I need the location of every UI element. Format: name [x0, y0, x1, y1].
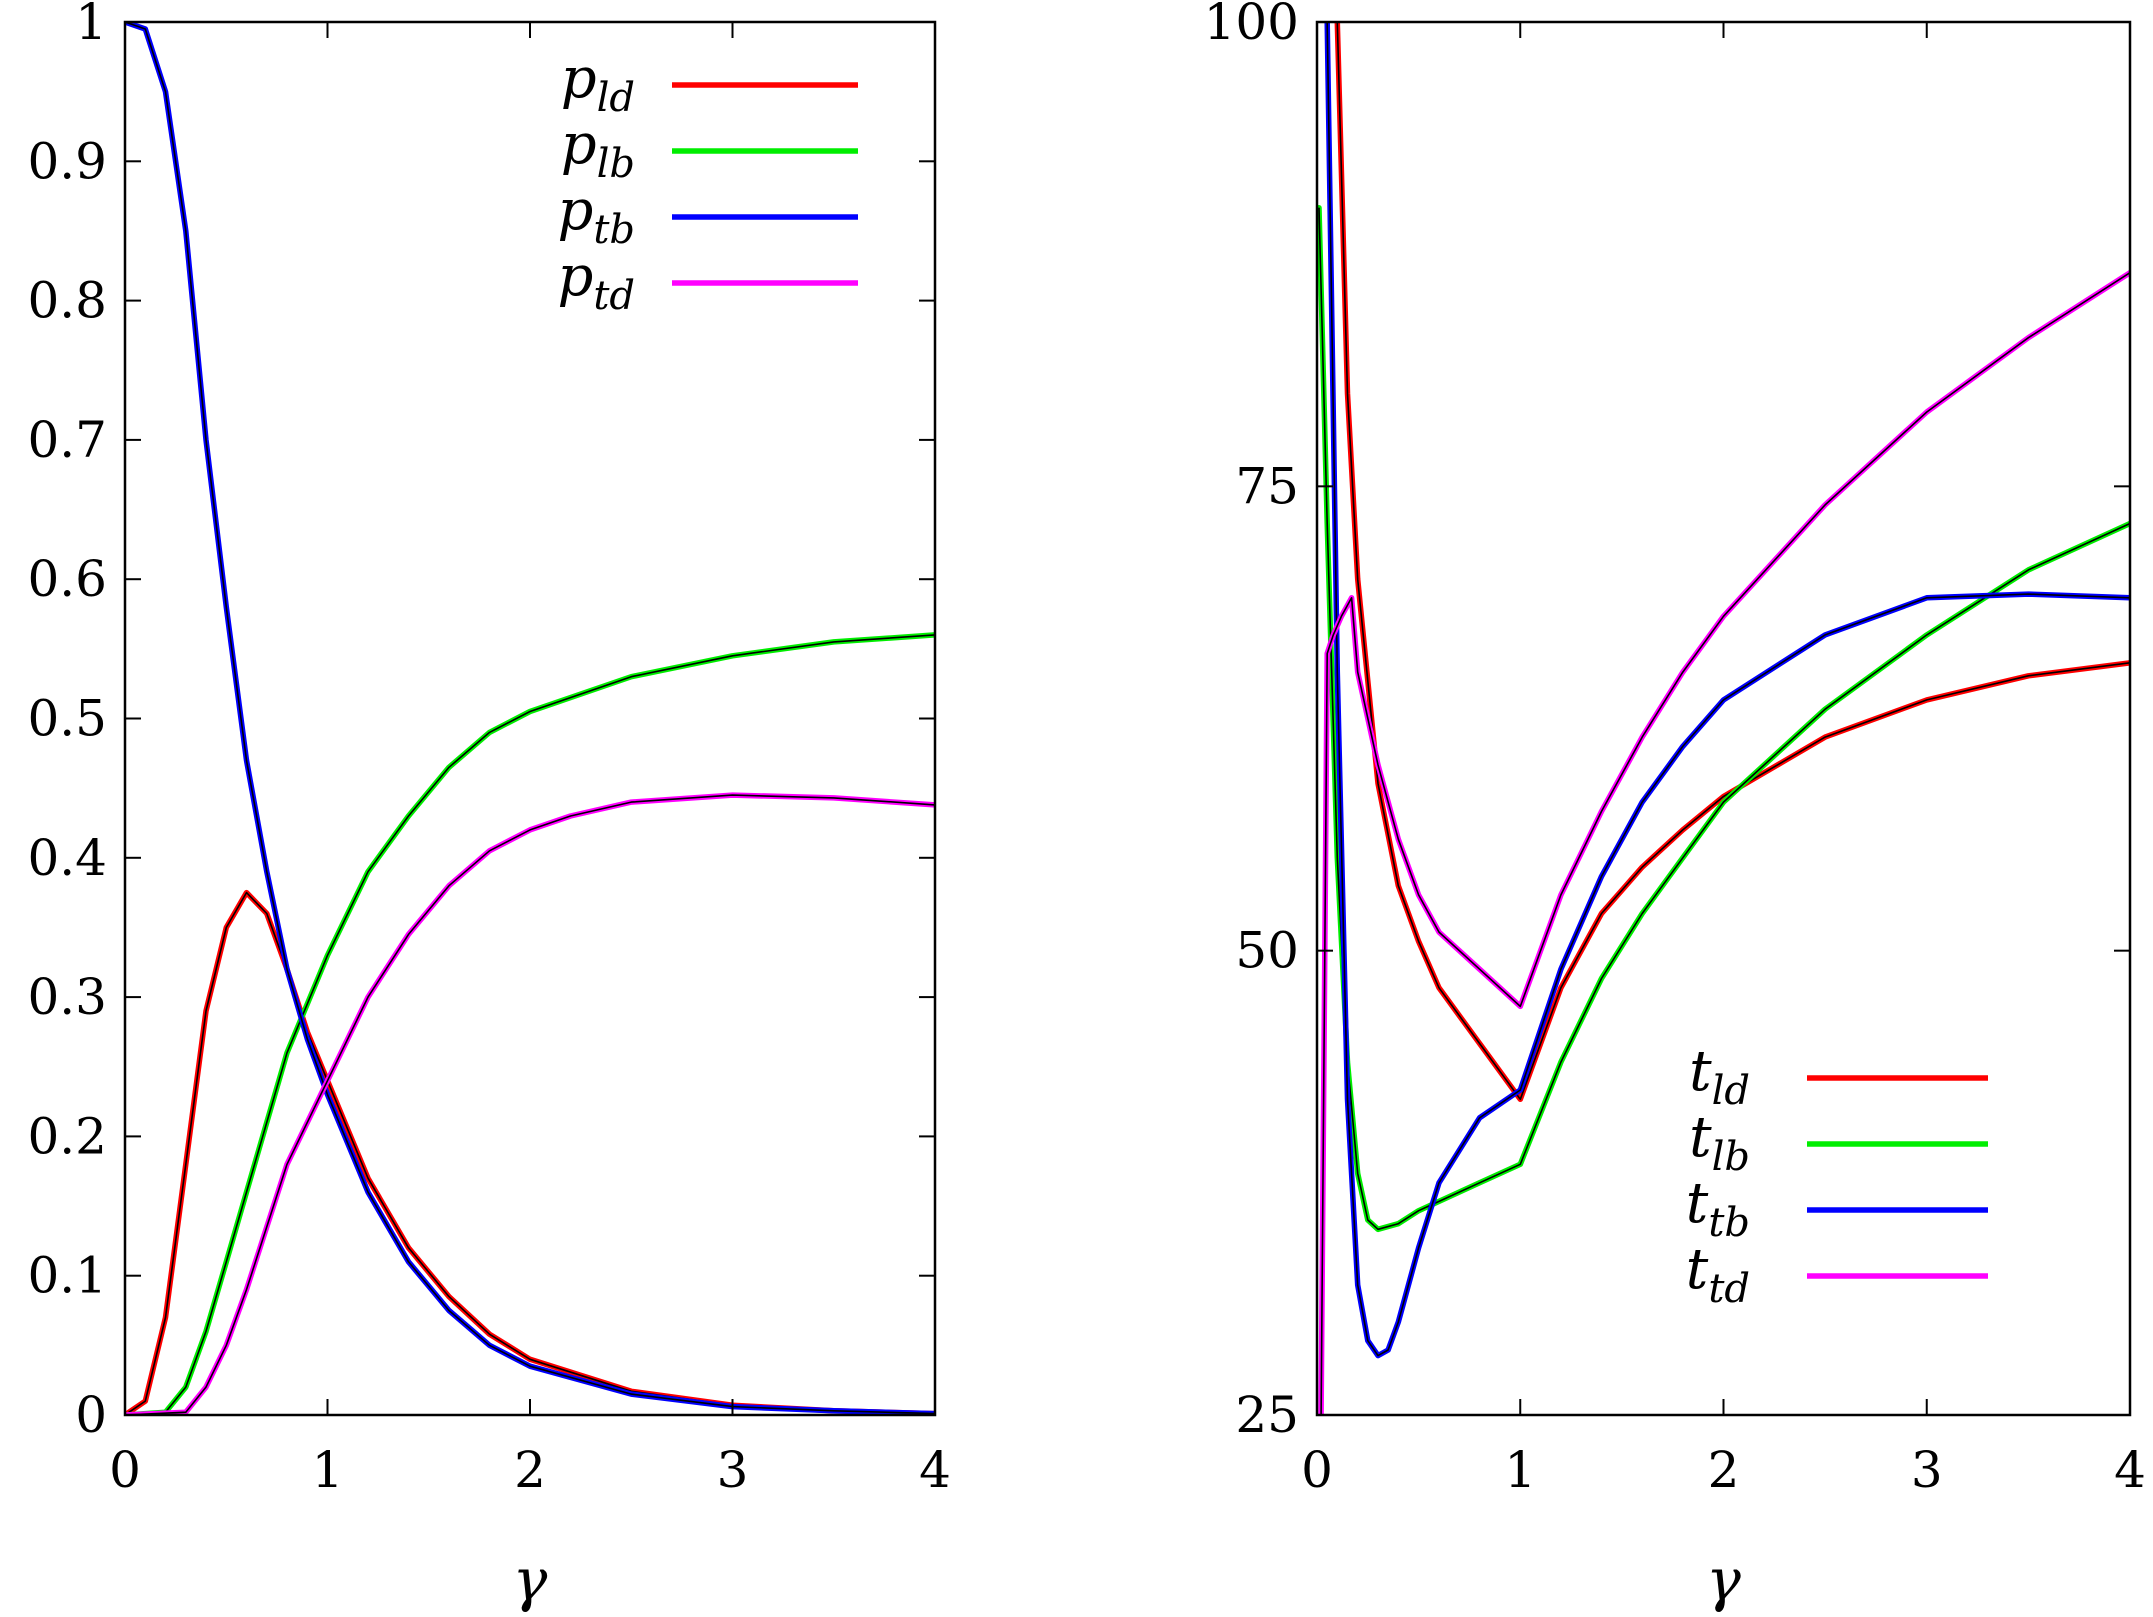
y-tick-label: 0.8 — [27, 272, 107, 330]
series-trace-t_lb — [1318, 207, 2130, 1231]
legend-label-p_lb: plb — [561, 112, 635, 187]
legend-label-main: p — [561, 112, 597, 177]
legend-label-t_td: ttd — [1686, 1237, 1750, 1312]
y-tick-label: 0.5 — [27, 690, 107, 748]
legend-label-t_lb: tlb — [1689, 1105, 1750, 1180]
legend-label-sub: lb — [597, 141, 635, 187]
legend-label-t_tb: ttb — [1686, 1171, 1750, 1246]
y-tick-label: 25 — [1235, 1386, 1299, 1444]
series-group — [125, 22, 935, 1415]
y-tick-label: 0.3 — [27, 968, 107, 1026]
series-group — [1317, 22, 2130, 1415]
series-trace-p_lb — [125, 634, 935, 1415]
y-tick-label: 0.7 — [27, 411, 107, 469]
legend-label-sub: td — [593, 273, 635, 319]
series-trace-t_td — [1320, 272, 2130, 1415]
probability-panel: 0 1 2 3 400.10.20.30.40.50.60.70.80.91γpldpl… — [27, 0, 950, 1614]
legend-label-main: t — [1689, 1039, 1712, 1104]
y-tick-label: 0.4 — [27, 829, 107, 887]
x-tick-label: 1 — [1504, 1441, 1536, 1499]
series-trace-p_ld — [125, 891, 935, 1415]
x-tick-label: 3 — [1911, 1441, 1943, 1499]
x-tick-label: 4 — [2114, 1441, 2146, 1499]
x-axis-title: γ — [1706, 1546, 1741, 1614]
y-tick-label: 1 — [75, 0, 107, 51]
y-tick-label: 0.2 — [27, 1107, 107, 1165]
y-tick-label: 50 — [1235, 922, 1299, 980]
series-trace-p_td — [125, 794, 935, 1415]
y-tick-label: 0.9 — [27, 132, 107, 190]
y-tick-label: 75 — [1235, 457, 1299, 515]
x-tick-label: 2 — [514, 1441, 546, 1499]
legend-label-sub: lb — [1712, 1134, 1750, 1180]
x-tick-label: 0 — [109, 1441, 141, 1499]
y-tick-label: 0.1 — [27, 1247, 107, 1305]
x-tick-label: 1 — [312, 1441, 344, 1499]
x-tick-label: 4 — [919, 1441, 951, 1499]
y-tick-label: 0 — [75, 1386, 107, 1444]
legend-label-p_td: ptd — [557, 244, 635, 319]
legend-label-main: t — [1689, 1105, 1712, 1170]
y-tick-label: 100 — [1204, 0, 1299, 51]
legend-label-main: p — [561, 46, 597, 111]
legend-label-sub: tb — [593, 207, 635, 253]
legend-label-sub: tb — [1708, 1200, 1750, 1246]
x-tick-label: 3 — [717, 1441, 749, 1499]
legend-label-main: p — [557, 244, 593, 309]
x-tick-label: 0 — [1301, 1441, 1333, 1499]
legend-label-sub: ld — [1712, 1068, 1750, 1114]
x-tick-label: 2 — [1708, 1441, 1740, 1499]
legend-label-p_tb: ptb — [557, 178, 635, 253]
series-trace-p_tb — [125, 22, 935, 1415]
legend-label-sub: td — [1708, 1266, 1750, 1312]
x-axis-title: γ — [513, 1546, 548, 1614]
legend-label-p_ld: pld — [561, 46, 635, 121]
y-tick-label: 0.6 — [27, 550, 107, 608]
series-trace-t_tb — [1326, 22, 2130, 1357]
legend-label-t_ld: tld — [1689, 1039, 1750, 1114]
legend-label-sub: ld — [597, 75, 635, 121]
legend-label-main: p — [557, 178, 593, 243]
legend-label-main: t — [1686, 1171, 1709, 1236]
legend-label-main: t — [1686, 1237, 1709, 1302]
